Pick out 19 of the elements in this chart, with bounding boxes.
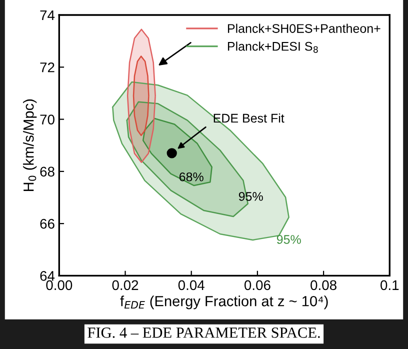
x-tick-label: 0.1 (380, 280, 399, 290)
y-tick-label: 72 (40, 62, 54, 72)
caption: FIG. 4 – EDE PARAMETER SPACE. (88, 328, 320, 338)
y-tick-label: 68 (40, 166, 54, 177)
x-tick-label: 0.06 (244, 280, 270, 290)
annotation: 95% (276, 235, 301, 244)
y-axis-title: H$_{0}$ (km/s/Mpc) (23, 99, 37, 192)
y-tick-label: 74 (40, 10, 55, 20)
x-tick-label: 0.02 (112, 280, 138, 290)
x-axis-title: f$_{EDE}$ (Energy Fraction at z ~ 10⁴) (120, 296, 328, 310)
y-tick-label: 64 (40, 271, 55, 281)
y-tick-label: 66 (40, 218, 54, 229)
legend-label: Planck+SH0ES+Pantheon+ (228, 24, 380, 33)
legend-label: Planck+DESI S$_{8}$ (228, 42, 318, 53)
y-tick-label: 70 (40, 114, 54, 124)
annotation: 68% (179, 172, 204, 182)
x-tick-label: 0.00 (46, 280, 72, 290)
x-tick-label: 0.08 (310, 280, 336, 290)
x-tick-label: 0.04 (178, 280, 204, 290)
